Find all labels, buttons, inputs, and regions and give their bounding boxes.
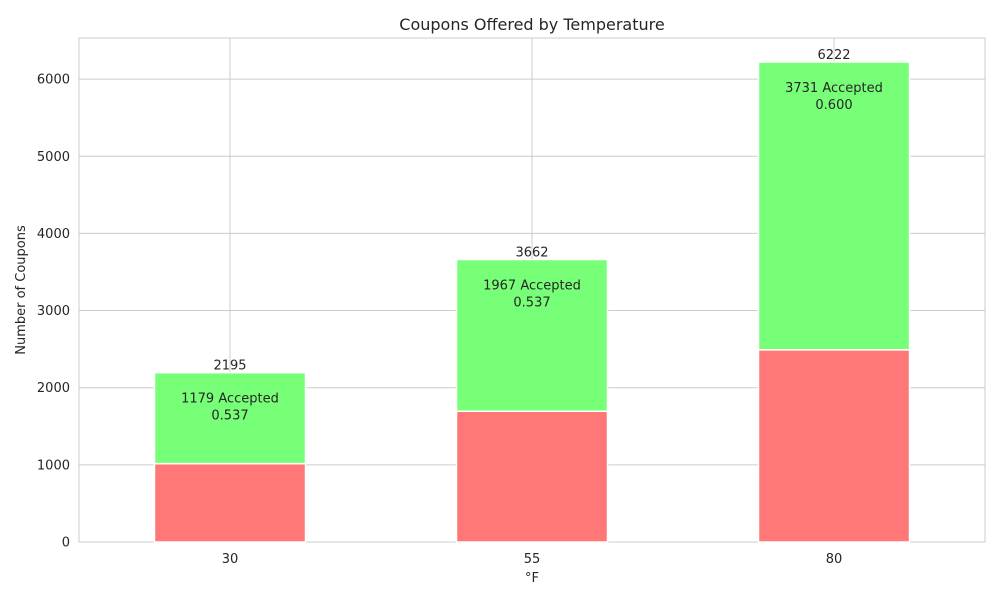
bar-not-accepted: [455, 410, 609, 543]
acceptance-rate-label: 0.537: [513, 295, 550, 310]
y-tick-label: 1000: [37, 458, 70, 473]
bar-accepted: [455, 258, 609, 412]
acceptance-rate-label: 0.537: [211, 409, 248, 424]
bars: [153, 61, 911, 543]
x-tick-labels: 30 55 80: [222, 552, 843, 567]
bar-labels: 2195 1179 Accepted 0.537 3662 1967 Accepted 0…: [181, 48, 883, 424]
bar-not-accepted: [757, 349, 911, 543]
x-tick-label: 55: [524, 552, 541, 567]
accepted-label: 3731 Accepted: [785, 81, 883, 96]
y-tick-labels: 0 1000 2000 3000 4000 5000 6000: [37, 73, 70, 551]
y-axis-label: Number of Coupons: [14, 225, 29, 355]
y-tick-label: 6000: [37, 73, 70, 88]
y-tick-label: 5000: [37, 150, 70, 165]
x-tick-label: 30: [222, 552, 239, 567]
chart-title: Coupons Offered by Temperature: [399, 15, 664, 34]
total-label: 3662: [515, 245, 548, 260]
accepted-label: 1179 Accepted: [181, 392, 279, 407]
acceptance-rate-label: 0.600: [815, 98, 852, 113]
x-axis-label: °F: [525, 571, 539, 586]
bar-accepted: [757, 61, 911, 351]
bar-accepted: [153, 371, 307, 465]
y-tick-label: 3000: [37, 304, 70, 319]
total-label: 2195: [213, 359, 246, 374]
x-tick-label: 80: [826, 552, 843, 567]
y-tick-label: 0: [62, 536, 70, 551]
accepted-label: 1967 Accepted: [483, 278, 581, 293]
bar-not-accepted: [153, 462, 307, 543]
y-tick-label: 2000: [37, 381, 70, 396]
y-tick-label: 4000: [37, 227, 70, 242]
total-label: 6222: [817, 48, 850, 63]
